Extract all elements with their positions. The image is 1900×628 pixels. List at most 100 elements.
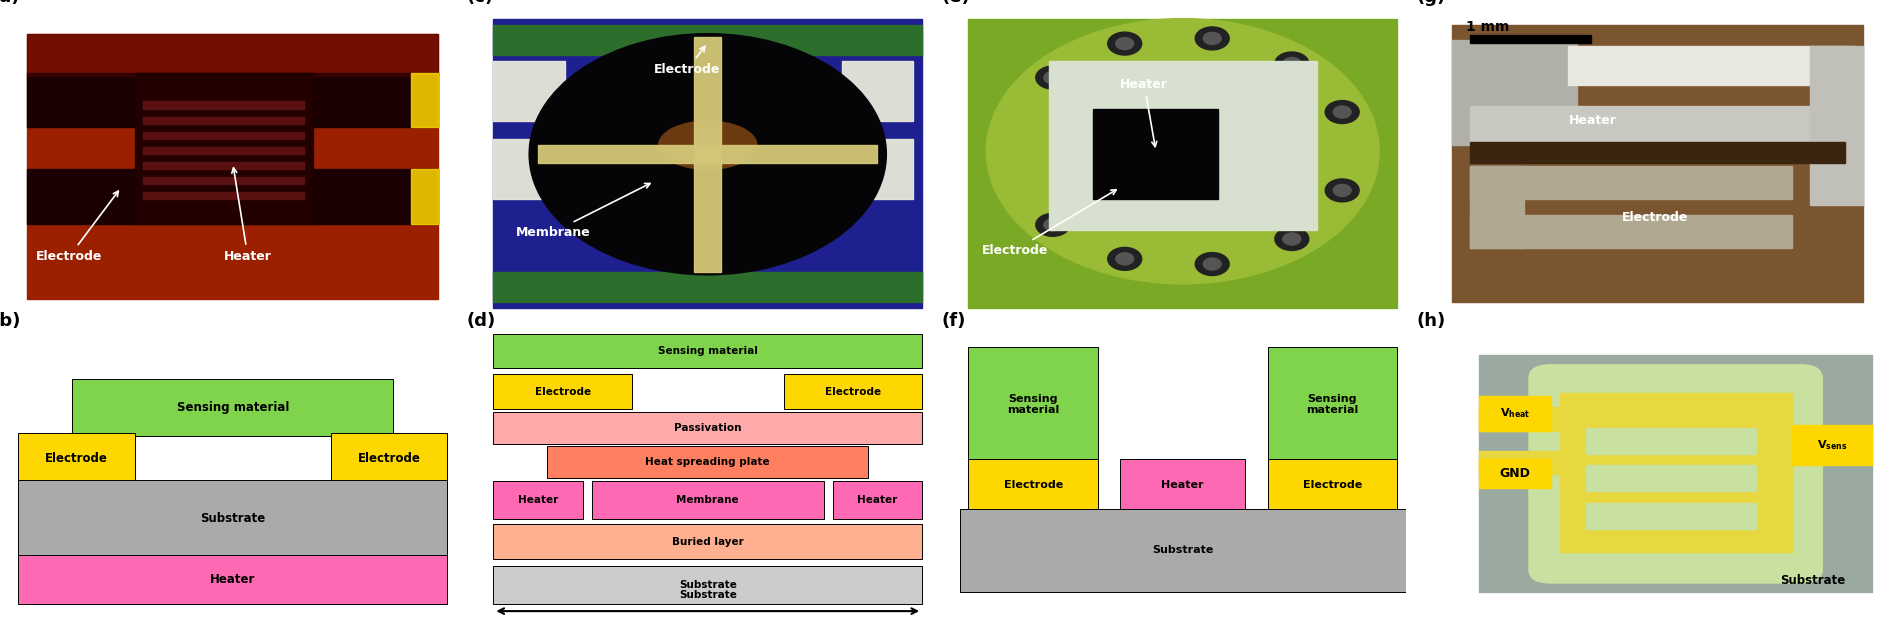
Bar [144, 132, 304, 139]
Bar [494, 566, 922, 604]
Bar [960, 509, 1406, 592]
Bar [494, 334, 922, 369]
Text: Membrane: Membrane [676, 495, 739, 505]
Bar [1471, 106, 1845, 145]
Text: Sensing
material: Sensing material [1305, 394, 1358, 415]
Bar [969, 347, 1098, 462]
Text: Electrode: Electrode [36, 191, 118, 263]
Bar [27, 73, 439, 127]
Circle shape [1115, 38, 1134, 50]
Text: (c): (c) [467, 0, 494, 6]
Text: Substrate: Substrate [200, 512, 266, 525]
Bar [842, 61, 914, 121]
Text: Electrode: Electrode [654, 46, 720, 76]
Bar [538, 145, 878, 163]
Text: GND: GND [1499, 467, 1530, 480]
Bar [1560, 393, 1792, 552]
Text: Heater: Heater [224, 168, 272, 263]
Bar [19, 480, 446, 558]
Bar [1471, 35, 1590, 43]
Circle shape [1036, 66, 1070, 89]
Bar [1121, 460, 1244, 511]
Bar [1471, 166, 1792, 200]
Text: (a): (a) [0, 0, 21, 6]
Bar [144, 102, 304, 109]
Bar [1094, 109, 1218, 200]
Bar [1586, 428, 1756, 453]
Bar [144, 162, 304, 170]
Circle shape [1108, 32, 1142, 55]
Text: Electrode: Electrode [534, 387, 591, 396]
Bar [1480, 408, 1560, 431]
Bar [694, 36, 722, 272]
Circle shape [528, 34, 885, 275]
Text: Sensing
material: Sensing material [1007, 394, 1060, 415]
Circle shape [1195, 27, 1229, 50]
Bar [494, 24, 922, 55]
Bar [1471, 215, 1792, 247]
Bar [494, 61, 564, 121]
FancyBboxPatch shape [1528, 364, 1822, 583]
Bar [19, 433, 135, 482]
Text: Electrode: Electrode [1003, 480, 1062, 490]
Bar [19, 555, 446, 604]
Circle shape [1324, 179, 1358, 202]
Bar [494, 481, 583, 519]
Text: Substrate: Substrate [678, 590, 737, 600]
Text: (g): (g) [1417, 0, 1446, 6]
Text: (f): (f) [942, 312, 965, 330]
Circle shape [1334, 185, 1351, 197]
Text: (h): (h) [1417, 312, 1446, 330]
Bar [1480, 355, 1872, 592]
Bar [27, 34, 439, 76]
Bar [144, 117, 304, 124]
Text: Substrate: Substrate [1780, 574, 1845, 587]
Bar [494, 524, 922, 559]
Circle shape [1043, 219, 1062, 231]
Text: $\mathbf{V_{sens}}$: $\mathbf{V_{sens}}$ [1816, 438, 1847, 452]
Text: Electrode: Electrode [825, 387, 882, 396]
Circle shape [1115, 253, 1134, 265]
Bar [1049, 61, 1317, 230]
Bar [1267, 347, 1396, 462]
Text: Buried layer: Buried layer [673, 537, 743, 547]
Bar [1452, 40, 1577, 145]
Bar [1480, 460, 1550, 489]
Bar [144, 177, 304, 185]
Bar [1471, 166, 1524, 247]
Text: $\mathbf{V_{heat}}$: $\mathbf{V_{heat}}$ [1499, 406, 1530, 420]
Bar [1471, 142, 1845, 163]
Bar [494, 272, 922, 302]
Text: Substrate: Substrate [1151, 546, 1214, 555]
Text: Electrode: Electrode [1303, 480, 1362, 490]
Bar [135, 73, 314, 224]
Bar [591, 481, 825, 519]
Circle shape [1282, 233, 1302, 245]
Bar [27, 34, 439, 299]
Text: Membrane: Membrane [515, 183, 650, 239]
Bar [72, 379, 393, 436]
Text: Heater: Heater [1161, 480, 1205, 490]
Bar [969, 460, 1098, 511]
Circle shape [1334, 106, 1351, 118]
Text: Heater: Heater [211, 573, 255, 586]
Bar [1480, 396, 1550, 431]
Bar [832, 481, 922, 519]
Circle shape [1275, 52, 1309, 75]
Text: (d): (d) [467, 312, 496, 330]
Circle shape [1324, 100, 1358, 124]
Bar [1586, 503, 1756, 529]
Circle shape [986, 19, 1379, 284]
Text: 1 mm: 1 mm [1465, 19, 1509, 34]
Bar [842, 139, 914, 200]
Text: Heat spreading plate: Heat spreading plate [646, 457, 770, 467]
Text: (e): (e) [942, 0, 971, 6]
Ellipse shape [659, 121, 756, 170]
Bar [1586, 465, 1756, 491]
Bar [331, 433, 446, 482]
Circle shape [1195, 252, 1229, 276]
Circle shape [1108, 247, 1142, 270]
Bar [144, 192, 304, 200]
Bar [1569, 46, 1854, 85]
Text: Heater: Heater [1569, 114, 1617, 127]
